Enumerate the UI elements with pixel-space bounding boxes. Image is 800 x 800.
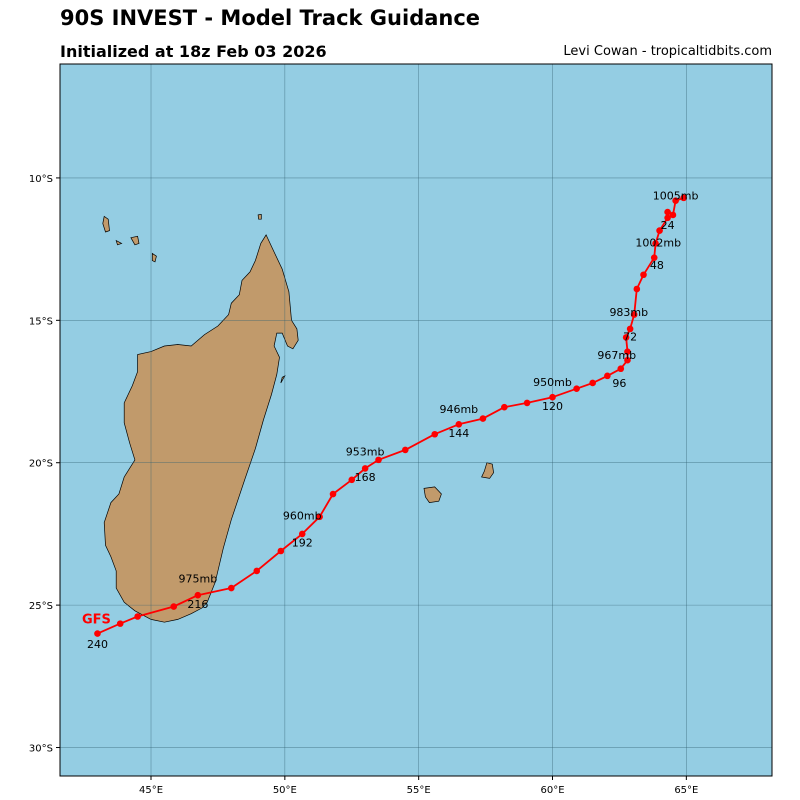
small-island: [102, 215, 110, 233]
track-point: [455, 420, 463, 428]
track-point: [573, 385, 580, 392]
y-tick-label: 30°S: [29, 744, 53, 755]
map-frame: [59, 63, 773, 777]
track-point: [656, 227, 663, 234]
y-tick-label: 25°S: [29, 601, 53, 612]
y-tick-label: 15°S: [29, 316, 53, 327]
track-point: [348, 476, 356, 484]
small-island: [280, 375, 286, 384]
track-point: [630, 311, 638, 318]
track-point: [650, 254, 658, 261]
track-point: [277, 547, 285, 555]
pressure-label: 983mb: [609, 306, 648, 319]
reunion-island: [423, 486, 442, 503]
track-point: [298, 530, 306, 538]
track-point: [479, 415, 487, 422]
track-point: [375, 456, 382, 464]
mauritius-island: [481, 462, 494, 479]
forecast-hour-label: 216: [187, 598, 208, 611]
forecast-hour-label: 72: [623, 330, 637, 343]
x-tick-label: 65°E: [674, 785, 698, 796]
model-name-label: GFS: [82, 613, 111, 628]
track-point: [624, 348, 631, 355]
chart-title: 90S INVEST - Model Track Guidance: [60, 6, 481, 30]
track-point: [633, 285, 641, 293]
track-point: [652, 240, 659, 247]
init-time: Initialized at 18z Feb 03 2026: [60, 42, 327, 61]
forecast-hour-label: 144: [448, 427, 469, 440]
track-point: [604, 372, 611, 380]
track-point: [664, 208, 671, 216]
track-point: [134, 613, 141, 620]
pressure-label: 960mb: [283, 510, 322, 523]
track-point: [549, 393, 556, 401]
x-tick-label: 45°E: [139, 785, 163, 796]
track-point: [672, 197, 679, 205]
track-point: [523, 399, 531, 407]
small-island: [257, 213, 262, 220]
pressure-label: 975mb: [178, 572, 217, 585]
small-island: [130, 235, 140, 246]
credit-text: Levi Cowan - tropicaltidbits.com: [563, 44, 772, 59]
track-point: [640, 271, 647, 279]
track-point: [669, 211, 677, 219]
madagascar-landmass: [103, 234, 299, 623]
track-point: [170, 603, 178, 610]
track-point: [253, 567, 261, 575]
track-point: [401, 446, 409, 454]
track-labels: 1005mb 1002mb 983mb 967mb 950mb 946mb 953mb 960…: [82, 189, 698, 651]
track-point: [664, 214, 671, 222]
pressure-label: 1002mb: [635, 236, 681, 249]
x-tick-label: 50°E: [273, 785, 297, 796]
x-tick-label: 60°E: [540, 785, 564, 796]
small-island: [151, 252, 157, 263]
track-point: [622, 334, 630, 341]
pressure-label: 967mb: [597, 349, 636, 362]
y-tick-label: 20°S: [29, 459, 53, 470]
track-point: [361, 465, 369, 472]
track-point: [329, 490, 337, 498]
track-point: [228, 584, 235, 592]
track-point: [624, 356, 631, 364]
forecast-hour-label: 192: [292, 537, 313, 550]
track-point: [316, 513, 323, 521]
model-track: [94, 194, 687, 637]
track-point: [617, 365, 625, 373]
track-point: [194, 591, 202, 599]
pressure-label: 946mb: [439, 403, 478, 416]
forecast-hour-label: 96: [612, 377, 626, 390]
track-point: [589, 379, 596, 387]
track-point: [94, 630, 101, 637]
forecast-hour-label: 240: [87, 638, 108, 651]
graticule: [60, 64, 772, 776]
y-tick-label: 10°S: [29, 174, 53, 185]
track-point: [680, 194, 687, 202]
pressure-label: 1005mb: [653, 189, 699, 202]
track-line: [97, 197, 684, 635]
track-point: [116, 620, 124, 627]
track-point: [501, 403, 508, 411]
track-point: [431, 430, 439, 438]
track-point: [626, 325, 634, 333]
forecast-hour-label: 168: [355, 471, 376, 484]
forecast-hour-label: 24: [661, 219, 675, 232]
forecast-hour-label: 120: [542, 400, 563, 413]
axis-ticks: 45°E 50°E 55°E 60°E 65°E 10°S 15°S 20°S 25°S 30°S: [29, 174, 698, 796]
small-island: [115, 239, 123, 246]
pressure-label: 953mb: [346, 446, 385, 459]
x-tick-label: 55°E: [407, 785, 431, 796]
pressure-label: 950mb: [533, 376, 572, 389]
forecast-hour-label: 48: [650, 259, 664, 272]
land-layer: [102, 213, 494, 623]
